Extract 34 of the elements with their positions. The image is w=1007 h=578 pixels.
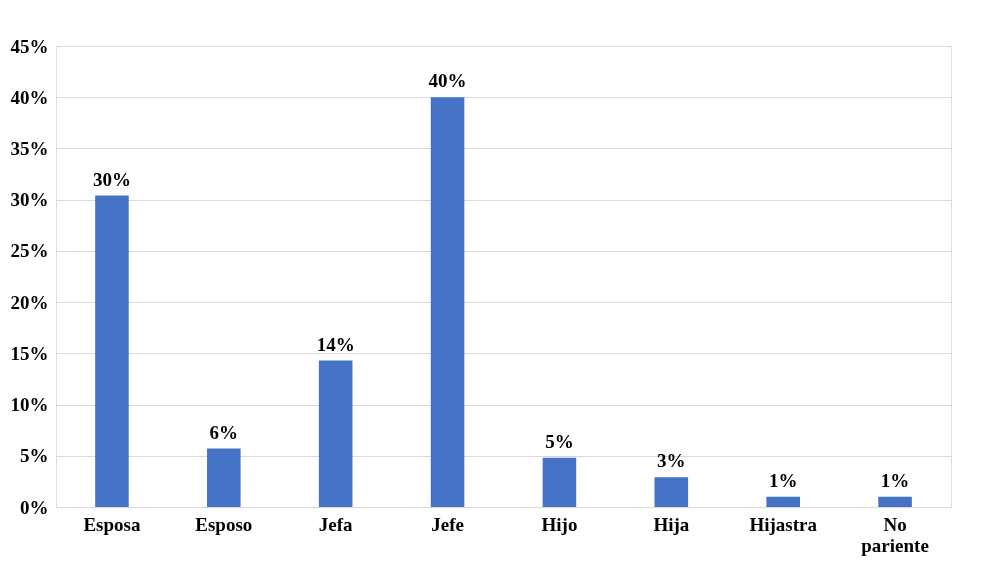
bar — [654, 477, 689, 507]
x-tick-label: Hijo — [541, 513, 578, 535]
y-tick-label: 25% — [10, 240, 49, 262]
y-tick-label: 45% — [10, 35, 49, 57]
x-tick-label: Jefe — [431, 513, 464, 535]
y-tick-label: 40% — [10, 86, 49, 108]
y-tick-label: 35% — [10, 137, 49, 159]
data-label: 3% — [657, 450, 686, 472]
x-tick-label: Jefa — [318, 513, 354, 535]
x-tick-label: No pariente — [861, 513, 929, 556]
x-tick-label: Hija — [653, 513, 690, 535]
x-tick-label: Esposa — [83, 513, 141, 535]
bar — [95, 195, 129, 507]
bar — [207, 448, 241, 507]
y-tick-label: 5% — [20, 445, 49, 467]
bar — [542, 457, 577, 507]
data-label: 5% — [545, 430, 574, 452]
y-tick-label: 0% — [20, 496, 49, 518]
bar — [318, 360, 353, 507]
x-tick-label: Hijastra — [749, 513, 818, 535]
y-tick-label: 30% — [10, 189, 49, 211]
data-label: 6% — [209, 421, 239, 443]
y-tick-label: 15% — [10, 342, 49, 364]
y-tick-label: 10% — [10, 394, 49, 416]
data-label: 1% — [880, 469, 910, 491]
data-label: 14% — [316, 333, 355, 355]
data-label: 1% — [768, 469, 798, 491]
x-tick-label: Esposo — [195, 513, 253, 535]
data-label: 40% — [428, 70, 467, 92]
data-label: 30% — [92, 168, 131, 190]
bar — [430, 97, 465, 507]
bar — [878, 496, 912, 507]
y-tick-label: 20% — [10, 291, 49, 313]
bar — [766, 496, 800, 507]
